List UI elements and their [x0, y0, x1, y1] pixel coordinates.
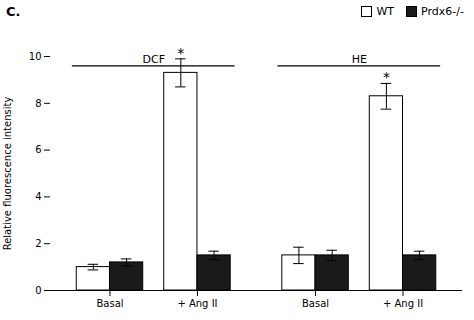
svg-text:Basal: Basal: [302, 298, 329, 309]
html-text:WT: WT: [376, 4, 395, 18]
svg-text:10: 10: [29, 51, 42, 62]
svg-text:2: 2: [35, 238, 41, 249]
svg-text:Relative fluorescence intensit: Relative fluorescence intensity: [2, 97, 13, 251]
svg-text:+ Ang II: + Ang II: [383, 298, 423, 309]
svg-text:+ Ang II: + Ang II: [177, 298, 217, 309]
svg-text:4: 4: [35, 191, 41, 202]
svg-text:*: *: [383, 69, 390, 85]
svg-text:HE: HE: [352, 53, 367, 66]
svg-text:8: 8: [35, 98, 41, 109]
svg-text:Basal: Basal: [96, 298, 123, 309]
html-text:C.: C.: [6, 3, 21, 19]
svg-text:*: *: [177, 45, 184, 61]
svg-text:DCF: DCF: [142, 53, 164, 66]
svg-text:0: 0: [35, 285, 41, 296]
html-text:Prdx6-/-: Prdx6-/-: [421, 4, 464, 18]
svg-text:6: 6: [35, 144, 41, 155]
